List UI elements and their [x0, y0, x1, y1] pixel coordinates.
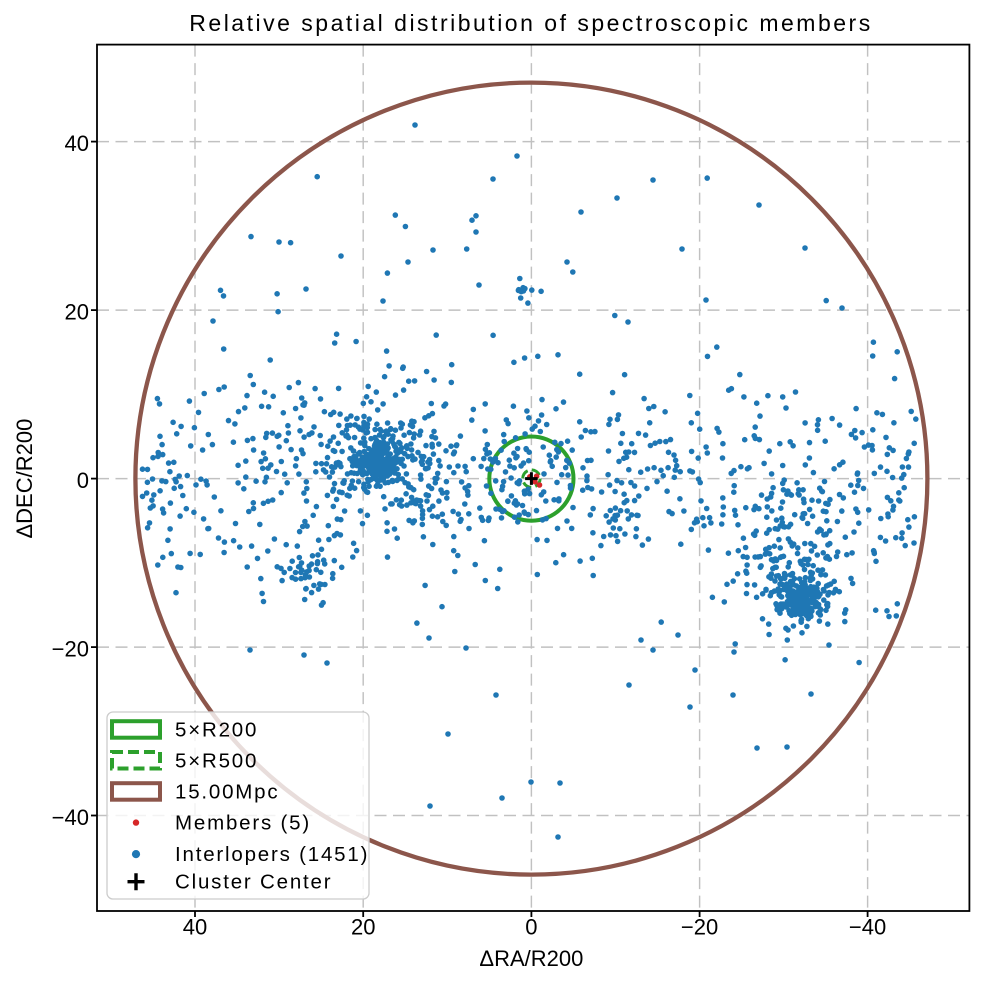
svg-text:ΔDEC/R200: ΔDEC/R200	[12, 419, 37, 539]
svg-text:0: 0	[77, 468, 89, 493]
svg-text:40: 40	[183, 915, 207, 940]
svg-text:15.00Mpc: 15.00Mpc	[175, 780, 279, 803]
svg-text:5×R500: 5×R500	[175, 749, 258, 772]
svg-text:Members (5): Members (5)	[175, 812, 311, 835]
svg-text:Relative spatial distribution: Relative spatial distribution of spectro…	[189, 10, 872, 36]
svg-text:−20: −20	[52, 636, 89, 661]
svg-text:0: 0	[525, 915, 537, 940]
svg-text:20: 20	[351, 915, 375, 940]
svg-text:Cluster Center: Cluster Center	[175, 871, 332, 894]
svg-text:5×R200: 5×R200	[175, 719, 258, 742]
svg-text:ΔRA/R200: ΔRA/R200	[479, 946, 583, 971]
svg-text:−20: −20	[681, 915, 718, 940]
svg-text:20: 20	[65, 299, 89, 324]
svg-text:−40: −40	[52, 805, 89, 830]
svg-text:Interlopers (1451): Interlopers (1451)	[175, 843, 369, 866]
svg-text:40: 40	[65, 131, 89, 156]
svg-text:−40: −40	[849, 915, 886, 940]
